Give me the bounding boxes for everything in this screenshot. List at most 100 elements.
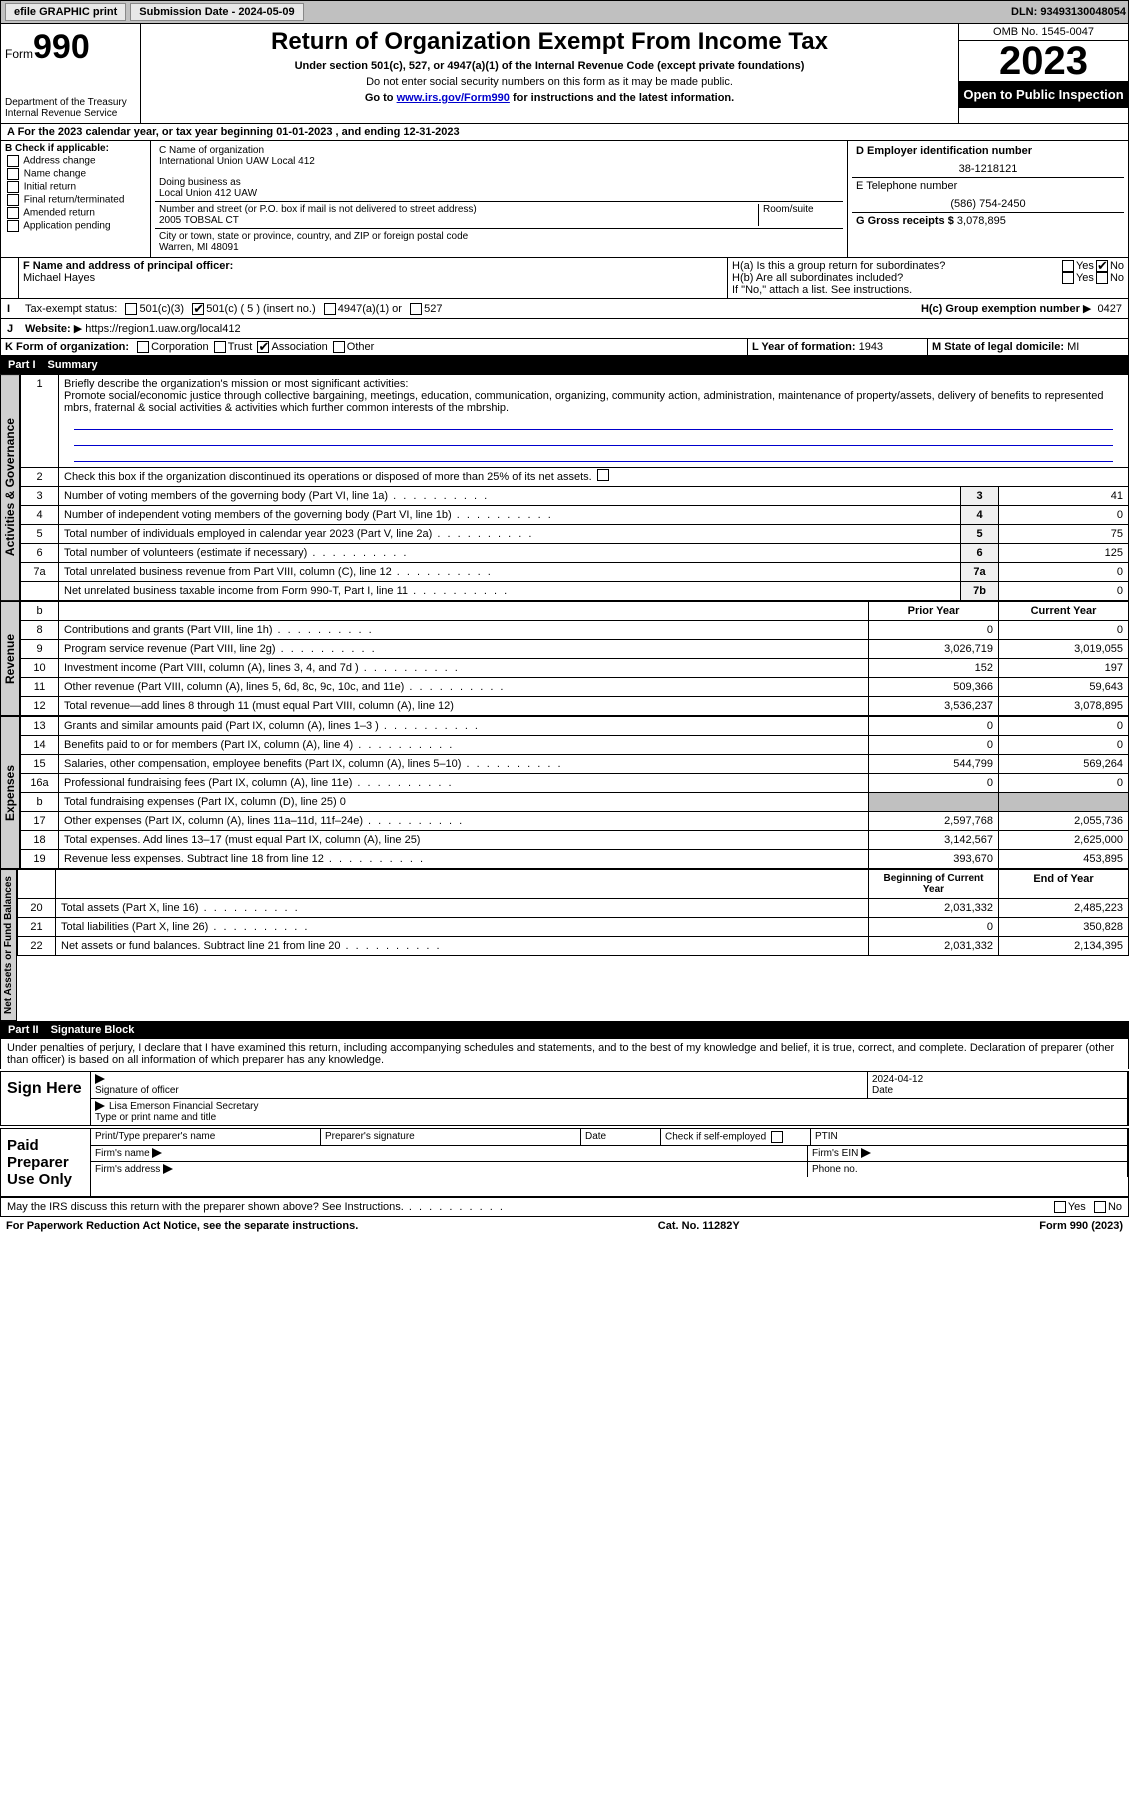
website-arrow: ▶ bbox=[74, 322, 82, 335]
phone-no: Phone no. bbox=[808, 1162, 1128, 1177]
ck-501c3[interactable] bbox=[125, 303, 137, 315]
side-rev: Revenue bbox=[0, 601, 20, 716]
exp-section: Expenses 13Grants and similar amounts pa… bbox=[0, 716, 1129, 869]
dba-value: Local Union 412 UAW bbox=[159, 188, 839, 199]
sig-arrow-icon-2 bbox=[95, 1101, 105, 1111]
f-h-block: F Name and address of principal officer:… bbox=[0, 258, 1129, 299]
opt-assoc: Association bbox=[271, 341, 327, 353]
ck-other[interactable] bbox=[333, 341, 345, 353]
sig-arrow-icon bbox=[95, 1074, 105, 1084]
hb-yes-checkbox[interactable] bbox=[1062, 272, 1074, 284]
block-c: C Name of organization International Uni… bbox=[151, 141, 848, 257]
tax-exempt-label: Tax-exempt status: bbox=[25, 303, 117, 315]
ck-amended-return[interactable]: Amended return bbox=[5, 207, 146, 219]
ck-initial-return[interactable]: Initial return bbox=[5, 181, 146, 193]
ein-label: D Employer identification number bbox=[856, 145, 1032, 157]
rev-hdr: bPrior YearCurrent Year bbox=[21, 602, 1129, 621]
side-na: Net Assets or Fund Balances bbox=[0, 869, 17, 1021]
row-11: 11Other revenue (Part VIII, column (A), … bbox=[21, 678, 1129, 697]
ck-address-change[interactable]: Address change bbox=[5, 155, 146, 167]
ck-4947[interactable] bbox=[324, 303, 336, 315]
discuss-row: May the IRS discuss this return with the… bbox=[0, 1197, 1129, 1217]
row-8: 8Contributions and grants (Part VIII, li… bbox=[21, 621, 1129, 640]
subtitle-2: Do not enter social security numbers on … bbox=[149, 76, 950, 88]
ck-corp[interactable] bbox=[137, 341, 149, 353]
ck-527[interactable] bbox=[410, 303, 422, 315]
rev-table: bPrior YearCurrent Year 8Contributions a… bbox=[20, 601, 1129, 716]
irs-link[interactable]: www.irs.gov/Form990 bbox=[397, 92, 510, 104]
form-header: Form990 Department of the Treasury Inter… bbox=[0, 24, 1129, 124]
ck-discuss-yes[interactable] bbox=[1054, 1201, 1066, 1213]
ck-name-change[interactable]: Name change bbox=[5, 168, 146, 180]
ck-self-employed[interactable] bbox=[771, 1131, 783, 1143]
part-1-label: Part I bbox=[8, 359, 36, 371]
row-7b: Net unrelated business taxable income fr… bbox=[21, 582, 1129, 601]
part-2-title: Signature Block bbox=[51, 1024, 135, 1036]
addr-arrow-icon bbox=[163, 1164, 173, 1174]
ck-assoc[interactable] bbox=[257, 341, 269, 353]
line-i-row: I Tax-exempt status: 501(c)(3) 501(c) ( … bbox=[0, 299, 1129, 319]
subtitle-1: Under section 501(c), 527, or 4947(a)(1)… bbox=[149, 60, 950, 72]
line-k: K Form of organization: Corporation Trus… bbox=[1, 339, 748, 355]
row-6: 6Total number of volunteers (estimate if… bbox=[21, 544, 1129, 563]
row-4: 4Number of independent voting members of… bbox=[21, 506, 1129, 525]
block-g: G Gross receipts $ 3,078,895 bbox=[852, 213, 1124, 229]
opt-527: 527 bbox=[424, 303, 442, 315]
i-label: I bbox=[7, 303, 25, 315]
line-j-row: J Website: ▶ https://region1.uaw.org/loc… bbox=[0, 319, 1129, 339]
sign-here-block: Sign Here Signature of officer 2024-04-1… bbox=[0, 1071, 1129, 1126]
ck-501c[interactable] bbox=[192, 303, 204, 315]
perjury-text: Under penalties of perjury, I declare th… bbox=[0, 1039, 1129, 1069]
prep-sig: Preparer's signature bbox=[321, 1129, 581, 1145]
exp-table: 13Grants and similar amounts paid (Part … bbox=[20, 716, 1129, 869]
s2-num: 2 bbox=[21, 468, 59, 487]
mission-line-1 bbox=[74, 416, 1113, 430]
sig-date-cell: 2024-04-12Date bbox=[868, 1072, 1128, 1098]
ha-no-checkbox[interactable] bbox=[1096, 260, 1108, 272]
gross-value: 3,078,895 bbox=[957, 215, 1006, 227]
submission-date-btn[interactable]: Submission Date - 2024-05-09 bbox=[130, 3, 303, 21]
hb-no-checkbox[interactable] bbox=[1096, 272, 1108, 284]
ag-section: Activities & Governance 1 Briefly descri… bbox=[0, 374, 1129, 601]
website-value: https://region1.uaw.org/local412 bbox=[85, 323, 240, 335]
line-m: M State of legal domicile: MI bbox=[928, 339, 1128, 355]
ha-yes-checkbox[interactable] bbox=[1062, 260, 1074, 272]
side-exp: Expenses bbox=[0, 716, 20, 869]
opt-4947: 4947(a)(1) or bbox=[338, 303, 402, 315]
org-name: International Union UAW Local 412 bbox=[159, 156, 839, 167]
ck-final-return[interactable]: Final return/terminated bbox=[5, 194, 146, 206]
block-f: F Name and address of principal officer:… bbox=[19, 258, 728, 298]
sign-here-label: Sign Here bbox=[1, 1072, 91, 1125]
row-12: 12Total revenue—add lines 8 through 11 (… bbox=[21, 697, 1129, 716]
row-10: 10Investment income (Part VIII, column (… bbox=[21, 659, 1129, 678]
ha-label: H(a) Is this a group return for subordin… bbox=[732, 260, 1060, 272]
row-19: 19Revenue less expenses. Subtract line 1… bbox=[21, 850, 1129, 869]
room-suite-label: Room/suite bbox=[759, 204, 839, 226]
j-label: J bbox=[7, 323, 25, 335]
dln: DLN: 93493130048054 bbox=[1011, 6, 1126, 18]
part-2-header: Part II Signature Block bbox=[0, 1021, 1129, 1039]
prep-date: Date bbox=[581, 1129, 661, 1145]
discuss-text: May the IRS discuss this return with the… bbox=[7, 1201, 505, 1213]
opt-corp: Corporation bbox=[151, 341, 208, 353]
efile-graphic-btn[interactable]: efile GRAPHIC print bbox=[5, 3, 126, 21]
ck-application-pending[interactable]: Application pending bbox=[5, 220, 146, 232]
form-title: Return of Organization Exempt From Incom… bbox=[149, 28, 950, 56]
firm-ein: Firm's EIN bbox=[808, 1146, 1128, 1161]
ck-discontinued[interactable] bbox=[597, 469, 609, 481]
ha-no: No bbox=[1110, 260, 1124, 272]
opt-501c3: 501(c)(3) bbox=[139, 303, 184, 315]
header-left: Form990 Department of the Treasury Inter… bbox=[1, 24, 141, 123]
goto-pre: Go to bbox=[365, 92, 397, 104]
mission-line-2 bbox=[74, 432, 1113, 446]
ck-discuss-no[interactable] bbox=[1094, 1201, 1106, 1213]
hb-label: H(b) Are all subordinates included? bbox=[732, 272, 1060, 284]
discuss-yn: Yes No bbox=[1052, 1201, 1122, 1213]
row-21: 21Total liabilities (Part X, line 26)035… bbox=[18, 918, 1129, 937]
k-label: K Form of organization: bbox=[5, 341, 129, 353]
ck-trust[interactable] bbox=[214, 341, 226, 353]
cat-no: Cat. No. 11282Y bbox=[658, 1220, 740, 1232]
phone-value: (586) 754-2450 bbox=[856, 198, 1120, 210]
klm-row: K Form of organization: Corporation Trus… bbox=[0, 339, 1129, 356]
phone-label: E Telephone number bbox=[856, 180, 957, 192]
